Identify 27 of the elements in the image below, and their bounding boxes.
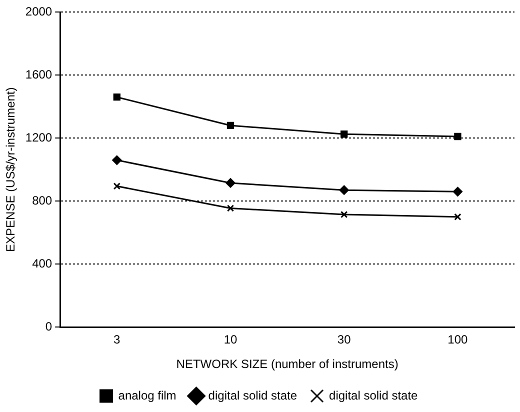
y-tick-label: 800 xyxy=(32,193,52,208)
point xyxy=(339,185,349,195)
point xyxy=(452,186,462,196)
y-tick-label: 2000 xyxy=(25,4,52,18)
x-axis-title: NETWORK SIZE (number of instruments) xyxy=(176,357,398,372)
point xyxy=(112,155,122,165)
legend-label: digital solid state xyxy=(329,388,418,402)
point xyxy=(113,94,120,101)
y-tick-label: 1200 xyxy=(25,130,52,144)
y-tick-label: 0 xyxy=(45,320,52,334)
point xyxy=(226,122,234,130)
x-tick-label: 3 xyxy=(114,332,121,347)
legend-label: digital solid state xyxy=(208,388,298,402)
point xyxy=(226,204,234,212)
x-tick-label: 30 xyxy=(337,332,352,347)
point xyxy=(454,213,462,220)
y-axis-title: EXPENSE (US$/yr-instrument) xyxy=(4,87,18,252)
x-tick-label: 100 xyxy=(448,332,468,347)
point xyxy=(340,210,348,218)
x-tick-label: 10 xyxy=(224,332,238,347)
point xyxy=(113,182,120,190)
legend-label: analog film xyxy=(118,388,176,402)
y-tick-label: 1600 xyxy=(25,67,52,82)
point xyxy=(340,130,348,138)
y-tick-label: 400 xyxy=(32,256,52,270)
point xyxy=(454,132,462,140)
point xyxy=(226,178,236,188)
